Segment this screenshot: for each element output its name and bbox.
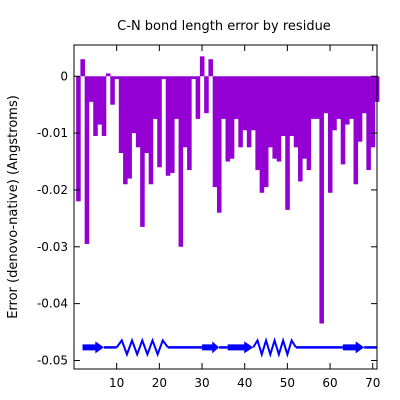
- bar-residue-47: [272, 76, 278, 159]
- bar-residue-29: [195, 76, 201, 119]
- bar-residue-12: [123, 76, 128, 185]
- bar-residue-60: [327, 76, 333, 193]
- bar-residue-26: [182, 76, 188, 148]
- bar-residue-40: [242, 76, 248, 131]
- ss-strand-arrow-4: [202, 341, 220, 354]
- y-tick-label-4: -0.04: [37, 297, 68, 311]
- x-tick-label-30: 30: [194, 376, 209, 390]
- bar-residue-42: [251, 76, 256, 131]
- bar-residue-66: [353, 76, 359, 185]
- bar-residue-61: [332, 76, 337, 131]
- bar-residue-3: [84, 76, 90, 244]
- ss-strand-arrow-9: [342, 341, 365, 354]
- bar-residue-8: [106, 73, 111, 77]
- bar-residue-48: [276, 76, 282, 162]
- x-tick-label-20: 20: [152, 376, 167, 390]
- bar-residue-2: [80, 59, 85, 77]
- bar-residue-17: [144, 76, 149, 153]
- bar-residue-65: [349, 76, 354, 119]
- bar-residue-23: [170, 76, 175, 173]
- bar-residue-70: [370, 76, 376, 148]
- bar-residue-57: [315, 76, 320, 119]
- bar-residue-67: [357, 76, 363, 142]
- bar-residue-46: [268, 76, 273, 148]
- bar-residue-63: [340, 76, 346, 165]
- bar-residue-7: [101, 76, 107, 136]
- x-tick-label-40: 40: [237, 376, 252, 390]
- x-tick-label-10: 10: [109, 376, 124, 390]
- bar-residue-9: [110, 76, 115, 105]
- ss-strand-arrow-6: [227, 341, 254, 354]
- bar-residue-55: [306, 76, 312, 171]
- bar-residue-24: [174, 76, 179, 119]
- bar-residue-15: [135, 76, 141, 148]
- bar-residue-1: [76, 76, 81, 202]
- x-tick-label-70: 70: [365, 376, 380, 390]
- bar-residue-68: [362, 76, 367, 114]
- ss-helix-7: [252, 336, 297, 358]
- y-tick-label-1: -0.01: [37, 126, 68, 140]
- bar-residue-50: [285, 76, 290, 210]
- secondary-structure-layer: [82, 336, 377, 358]
- bar-residue-28: [191, 76, 196, 80]
- bars-layer: [76, 56, 380, 324]
- bar-residue-31: [204, 76, 209, 114]
- plot-frame: [73, 44, 378, 370]
- ss-strand-arrow-0: [82, 341, 104, 354]
- bar-residue-62: [336, 76, 342, 119]
- bar-residue-45: [263, 76, 269, 188]
- bar-residue-35: [221, 76, 226, 119]
- bar-residue-37: [229, 76, 235, 159]
- bar-residue-44: [259, 76, 265, 193]
- bar-residue-41: [246, 76, 252, 148]
- bar-residue-43: [255, 76, 260, 171]
- chart-title: C-N bond length error by residue: [117, 19, 331, 34]
- bar-residue-16: [140, 76, 145, 227]
- bar-residue-6: [97, 76, 103, 125]
- bar-residue-18: [148, 76, 154, 185]
- bar-residue-27: [187, 76, 192, 171]
- y-axis-title: Error (denovo-native) (Angstroms): [6, 95, 21, 319]
- bar-residue-54: [302, 76, 307, 159]
- bar-residue-36: [225, 76, 231, 162]
- bar-residue-30: [199, 56, 205, 77]
- y-tick-label-3: -0.03: [37, 240, 68, 254]
- ss-helix-2: [115, 337, 169, 358]
- x-tick-label-60: 60: [322, 376, 337, 390]
- bar-residue-10: [114, 76, 120, 80]
- bar-residue-20: [157, 76, 162, 168]
- bar-residue-49: [280, 76, 286, 136]
- bar-residue-64: [344, 76, 350, 125]
- bar-residue-58: [319, 76, 324, 324]
- bar-residue-21: [161, 76, 167, 80]
- bar-residue-33: [212, 76, 218, 188]
- bar-residue-34: [216, 76, 222, 213]
- y-tick-label-0: 0: [60, 69, 68, 83]
- bar-residue-11: [118, 76, 124, 153]
- bar-residue-19: [152, 76, 158, 119]
- bar-residue-53: [298, 76, 303, 182]
- bar-residue-51: [289, 76, 295, 136]
- bar-residue-4: [88, 76, 94, 102]
- bar-residue-59: [323, 76, 329, 114]
- y-tick-label-2: -0.02: [37, 183, 68, 197]
- bar-residue-13: [127, 76, 132, 179]
- x-tick-label-50: 50: [280, 376, 295, 390]
- bar-residue-22: [165, 76, 171, 176]
- bar-residue-25: [178, 76, 184, 247]
- bar-residue-38: [234, 76, 239, 119]
- bar-residue-32: [208, 59, 213, 77]
- bar-residue-52: [293, 76, 299, 148]
- ticks-layer: 10 20 30 40 50 60 70 0 -0.01 -0.02 -0.03 -0.04 -0.05: [37, 45, 380, 390]
- bar-residue-56: [310, 76, 316, 119]
- bar-residue-14: [131, 76, 137, 134]
- bar-residue-69: [366, 76, 371, 171]
- bar-residue-5: [93, 76, 98, 136]
- bar-residue-39: [238, 76, 243, 148]
- y-tick-label-5: -0.05: [37, 353, 68, 367]
